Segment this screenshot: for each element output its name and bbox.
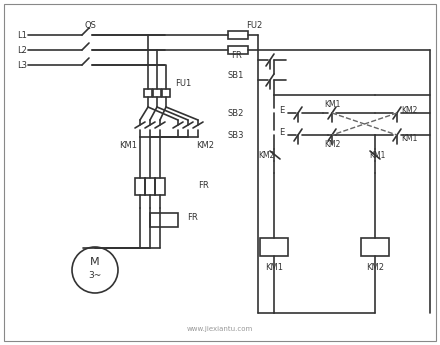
Text: SB3: SB3: [228, 130, 244, 139]
Text: SB1: SB1: [228, 70, 244, 79]
Text: L2: L2: [17, 46, 27, 55]
Text: www.jiexiantu.com: www.jiexiantu.com: [187, 326, 253, 332]
Text: QS: QS: [84, 20, 96, 30]
Bar: [145, 178, 155, 195]
Bar: [228, 46, 248, 54]
Text: KM2: KM2: [366, 263, 384, 272]
Bar: [155, 178, 165, 195]
Text: FR: FR: [231, 50, 242, 59]
Bar: [260, 238, 288, 256]
Text: FU1: FU1: [175, 79, 191, 88]
Text: E: E: [279, 128, 285, 137]
Text: L3: L3: [17, 60, 27, 69]
Bar: [144, 89, 152, 97]
Bar: [361, 238, 389, 256]
Text: KM2: KM2: [324, 139, 340, 148]
Text: KM1: KM1: [369, 150, 385, 159]
Text: KM1: KM1: [401, 134, 417, 142]
Bar: [150, 213, 178, 227]
Text: KM2: KM2: [401, 106, 417, 115]
Text: FU2: FU2: [246, 20, 262, 30]
Text: E: E: [279, 106, 285, 115]
Text: FR: FR: [187, 214, 198, 223]
Text: KM1: KM1: [324, 99, 340, 108]
Text: KM2: KM2: [196, 140, 214, 149]
Text: KM1: KM1: [119, 140, 137, 149]
Text: 3~: 3~: [88, 272, 102, 280]
Bar: [162, 89, 170, 97]
Bar: [228, 31, 248, 39]
Text: L1: L1: [17, 30, 27, 39]
Text: SB2: SB2: [228, 108, 244, 118]
Bar: [153, 89, 161, 97]
Text: FR: FR: [198, 180, 209, 189]
Text: M: M: [90, 257, 100, 267]
Bar: [135, 178, 145, 195]
Text: KM2: KM2: [258, 150, 274, 159]
Text: KM1: KM1: [265, 263, 283, 272]
